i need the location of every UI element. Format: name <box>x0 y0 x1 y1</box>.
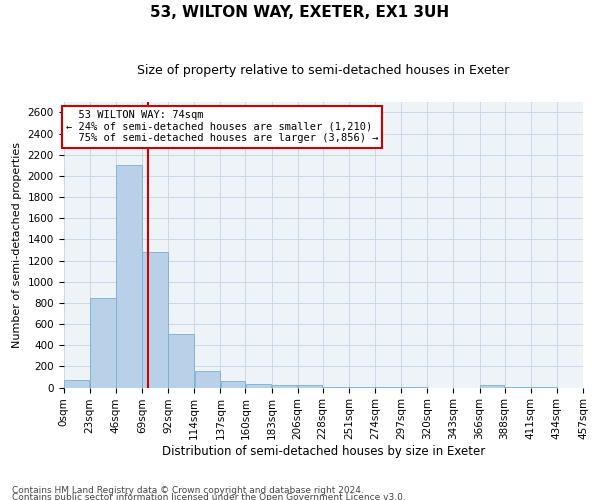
Bar <box>90 298 116 388</box>
Bar <box>480 386 505 388</box>
Bar <box>272 385 298 388</box>
Bar <box>245 384 271 388</box>
Bar <box>401 387 427 388</box>
Bar <box>298 386 322 388</box>
Bar <box>142 252 168 388</box>
Bar <box>323 386 349 388</box>
Text: 53, WILTON WAY, EXETER, EX1 3UH: 53, WILTON WAY, EXETER, EX1 3UH <box>151 5 449 20</box>
Title: Size of property relative to semi-detached houses in Exeter: Size of property relative to semi-detach… <box>137 64 509 77</box>
Bar <box>169 334 194 388</box>
X-axis label: Distribution of semi-detached houses by size in Exeter: Distribution of semi-detached houses by … <box>161 445 485 458</box>
Text: 53 WILTON WAY: 74sqm
← 24% of semi-detached houses are smaller (1,210)
  75% of : 53 WILTON WAY: 74sqm ← 24% of semi-detac… <box>66 110 379 144</box>
Text: Contains public sector information licensed under the Open Government Licence v3: Contains public sector information licen… <box>12 494 406 500</box>
Bar <box>505 387 530 388</box>
Bar <box>194 370 220 388</box>
Bar <box>375 387 401 388</box>
Y-axis label: Number of semi-detached properties: Number of semi-detached properties <box>12 142 22 348</box>
Bar <box>349 386 375 388</box>
Text: Contains HM Land Registry data © Crown copyright and database right 2024.: Contains HM Land Registry data © Crown c… <box>12 486 364 495</box>
Bar <box>531 387 557 388</box>
Bar <box>221 380 245 388</box>
Bar <box>116 166 142 388</box>
Bar <box>64 380 89 388</box>
